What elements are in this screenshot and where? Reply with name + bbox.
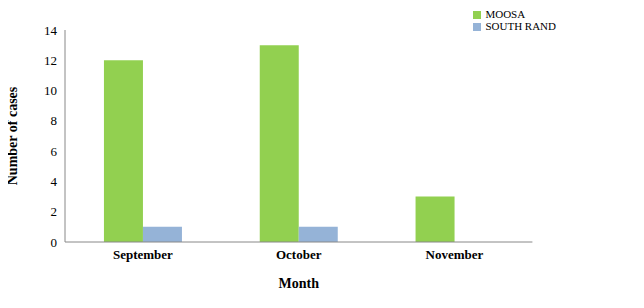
svg-text:2: 2 bbox=[51, 204, 58, 219]
svg-text:Month: Month bbox=[278, 276, 319, 291]
svg-text:6: 6 bbox=[51, 144, 58, 159]
svg-text:10: 10 bbox=[44, 83, 57, 98]
svg-text:12: 12 bbox=[44, 53, 57, 68]
svg-text:September: September bbox=[113, 247, 173, 262]
svg-text:8: 8 bbox=[51, 113, 58, 128]
svg-text:14: 14 bbox=[44, 23, 58, 38]
svg-text:4: 4 bbox=[51, 174, 58, 189]
svg-text:Number of cases: Number of cases bbox=[8, 86, 20, 185]
svg-text:October: October bbox=[276, 247, 322, 262]
html-text:MOOSA: MOOSA bbox=[485, 8, 526, 20]
svg-text:0: 0 bbox=[51, 235, 58, 250]
html-text:SOUTH RAND: SOUTH RAND bbox=[485, 20, 556, 32]
svg-text:November: November bbox=[426, 247, 484, 262]
